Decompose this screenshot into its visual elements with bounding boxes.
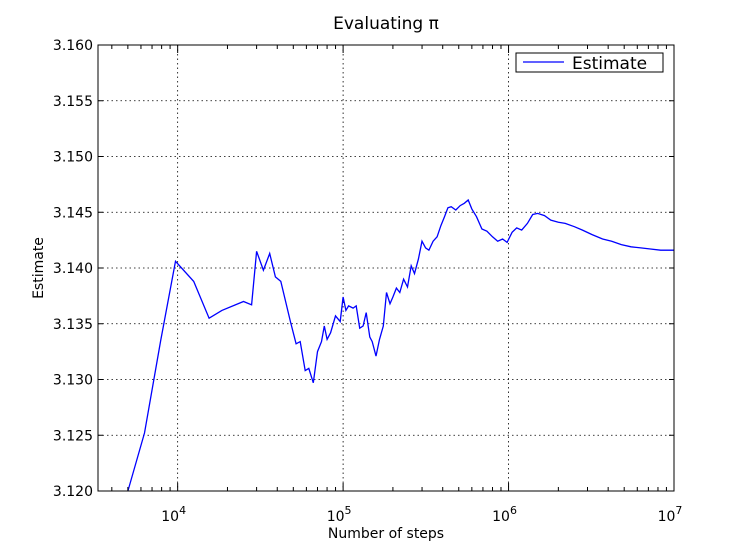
x-axis-ticks: 104 105 106 107 [111, 45, 683, 525]
x-tick-base: 10 [492, 509, 510, 525]
x-tick-base: 10 [161, 509, 179, 525]
series-line-estimate [127, 198, 674, 492]
y-tick-label: 3.140 [53, 261, 93, 277]
x-tick-exponent: 4 [179, 504, 186, 517]
y-axis-label: Estimate [31, 237, 47, 299]
y-tick-label: 3.160 [53, 38, 93, 54]
legend-label-estimate: Estimate [572, 54, 647, 74]
y-tick-label: 3.120 [53, 484, 93, 500]
grid-lines [98, 45, 674, 491]
x-tick-label: 105 [327, 504, 352, 525]
y-tick-label: 3.125 [53, 428, 93, 444]
x-tick-label: 106 [492, 504, 517, 525]
y-tick-label: 3.155 [53, 94, 93, 110]
x-axis-label: Number of steps [328, 526, 444, 542]
x-tick-exponent: 7 [675, 504, 682, 517]
chart-title: Evaluating π [333, 14, 439, 34]
y-tick-label: 3.150 [53, 150, 93, 166]
y-tick-label: 3.145 [53, 205, 93, 221]
x-tick-exponent: 6 [510, 504, 517, 517]
legend-box [515, 52, 664, 73]
x-tick-label: 104 [161, 504, 186, 525]
x-tick-exponent: 5 [345, 504, 352, 517]
y-tick-label: 3.130 [53, 373, 93, 389]
y-axis-ticks: 3.120 3.125 3.130 3.135 3.140 3.145 3.150 3.155… [53, 38, 674, 500]
legend: Estimate [515, 52, 664, 74]
x-tick-base: 10 [658, 509, 676, 525]
y-tick-label: 3.135 [53, 317, 93, 333]
x-tick-base: 10 [327, 509, 345, 525]
x-tick-label: 107 [658, 504, 683, 525]
